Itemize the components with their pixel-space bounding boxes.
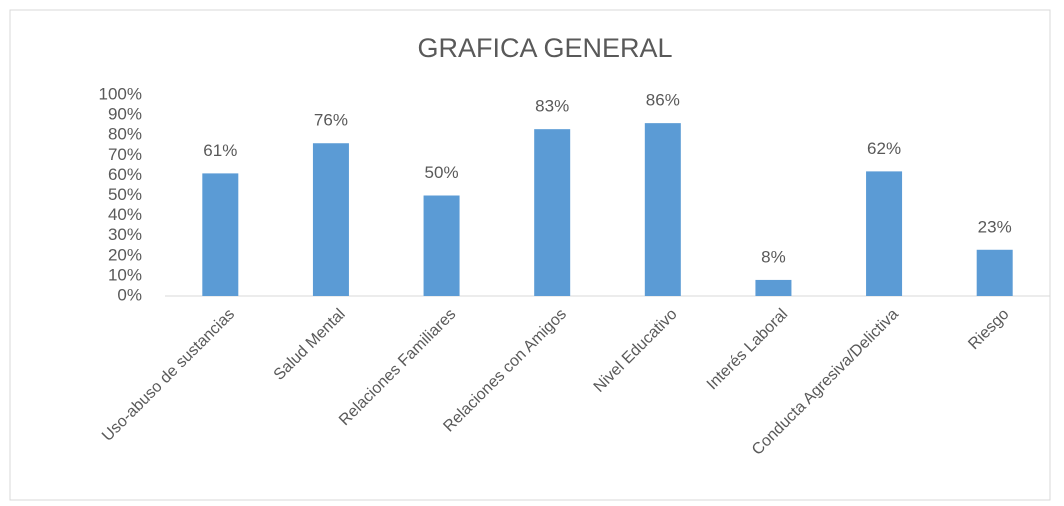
bar xyxy=(423,195,460,296)
bar xyxy=(644,123,681,296)
chart-title: GRAFICA GENERAL xyxy=(417,33,672,63)
y-tick-label: 40% xyxy=(108,205,142,224)
y-tick-label: 70% xyxy=(108,145,142,164)
y-tick-label: 0% xyxy=(117,285,142,304)
data-label: 8% xyxy=(761,247,786,266)
bar xyxy=(202,173,239,296)
y-tick-label: 100% xyxy=(99,84,142,103)
data-label: 62% xyxy=(867,139,901,158)
bar xyxy=(312,143,349,296)
bar xyxy=(976,249,1013,296)
bar xyxy=(534,129,571,296)
y-tick-label: 80% xyxy=(108,125,142,144)
data-label: 23% xyxy=(978,217,1012,236)
data-label: 50% xyxy=(425,163,459,182)
data-label: 76% xyxy=(314,111,348,130)
y-tick-label: 60% xyxy=(108,165,142,184)
y-tick-label: 20% xyxy=(108,245,142,264)
y-tick-label: 50% xyxy=(108,185,142,204)
data-label: 61% xyxy=(203,141,237,160)
data-label: 86% xyxy=(646,91,680,110)
bar xyxy=(755,279,792,296)
y-tick-label: 90% xyxy=(108,105,142,124)
data-label: 83% xyxy=(535,97,569,116)
y-tick-label: 10% xyxy=(108,265,142,284)
bar xyxy=(866,171,903,296)
y-tick-label: 30% xyxy=(108,225,142,244)
